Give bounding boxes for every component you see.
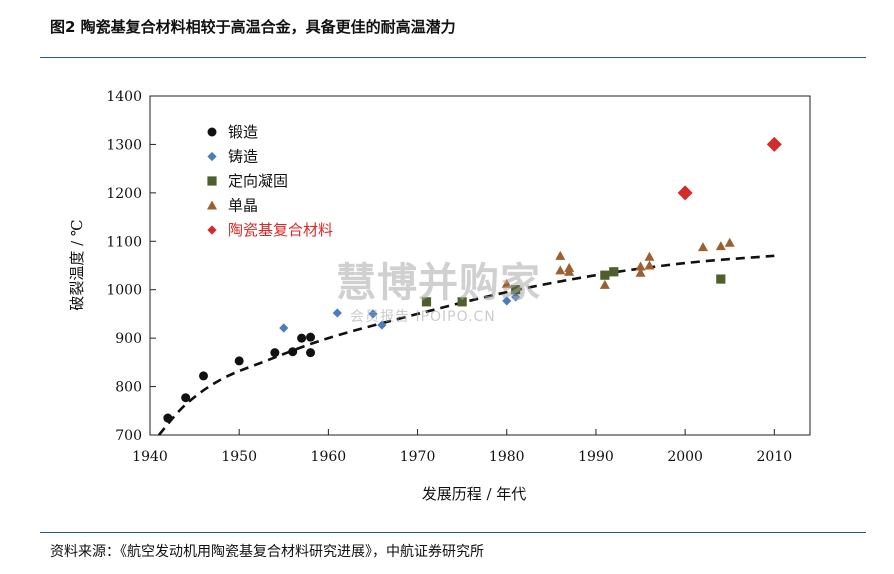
data-point	[181, 393, 191, 403]
source-note: 资料来源：《航空发动机用陶瓷基复合材料研究进展》，中航证券研究所	[50, 544, 484, 560]
data-point	[306, 332, 316, 342]
data-point	[306, 348, 316, 358]
data-point	[199, 371, 209, 381]
data-point	[609, 267, 619, 277]
data-point	[279, 323, 289, 333]
data-point	[715, 241, 726, 251]
data-point	[677, 185, 693, 201]
data-point	[163, 413, 173, 423]
data-point	[288, 347, 298, 357]
legend-label: 单晶	[228, 197, 258, 215]
figure-title: 图2 陶瓷基复合材料相较于高温合金，具备更佳的耐高温潜力	[50, 18, 456, 36]
data-point	[332, 308, 342, 318]
data-point	[644, 260, 655, 270]
x-tick-label: 1970	[400, 449, 436, 465]
y-tick-label: 1200	[106, 186, 142, 202]
legend-label: 锻造	[228, 123, 258, 141]
data-point	[511, 285, 521, 295]
y-tick-label: 1300	[106, 137, 142, 153]
data-point	[501, 278, 512, 288]
data-point	[600, 270, 610, 280]
data-point	[697, 242, 708, 252]
y-tick-label: 700	[115, 428, 142, 444]
legend-marker	[207, 151, 217, 162]
data-point	[635, 261, 646, 271]
y-tick-label: 800	[115, 380, 142, 396]
data-point	[457, 297, 467, 307]
y-axis-ticks: 700 800 900 1000 1100 1200 1300 1400	[106, 89, 156, 444]
data-point	[502, 296, 512, 306]
data-point	[555, 250, 566, 260]
data-point	[297, 333, 307, 343]
y-tick-label: 1400	[106, 89, 142, 105]
y-axis-label: 破裂温度 / ℃	[68, 219, 86, 310]
top-divider	[40, 57, 866, 58]
watermark: 慧博并购家	[336, 260, 541, 306]
legend-marker	[207, 176, 217, 186]
data-point	[564, 266, 575, 276]
data-point	[421, 297, 432, 307]
plot-frame	[149, 95, 811, 436]
data-point	[555, 265, 566, 275]
data-point	[377, 320, 387, 330]
y-tick-label: 1000	[106, 283, 142, 299]
data-point	[724, 237, 735, 247]
x-tick-label: 1990	[578, 449, 614, 465]
data-point	[716, 274, 726, 284]
data-point	[644, 251, 655, 261]
watermark-subtext: 会员报告 IPOIPO.CN	[350, 309, 496, 325]
data-point	[635, 267, 646, 277]
x-tick-label: 1940	[132, 449, 168, 465]
x-tick-label: 1980	[489, 449, 525, 465]
x-tick-label: 1950	[221, 449, 257, 465]
legend-marker	[207, 127, 217, 137]
x-tick-label: 1960	[311, 449, 347, 465]
x-tick-label: 2000	[667, 449, 703, 465]
x-axis-label: 发展历程 / 年代	[422, 485, 527, 503]
data-points	[163, 136, 782, 423]
legend-label: 铸造	[228, 148, 258, 166]
y-tick-label: 900	[115, 331, 142, 347]
data-point	[511, 292, 521, 302]
data-point	[368, 309, 378, 319]
data-point	[234, 356, 244, 366]
bottom-divider	[40, 532, 866, 533]
legend-marker	[207, 225, 217, 235]
y-tick-label: 1100	[106, 234, 142, 250]
x-tick-label: 2010	[757, 449, 793, 465]
legend-label: 陶瓷基复合材料	[228, 221, 333, 239]
x-axis-ticks: 1940 1950 1960 1970 1980 1990 2000 2010	[132, 429, 792, 465]
data-point	[599, 279, 610, 289]
legend-marker	[207, 200, 217, 210]
data-point	[766, 136, 782, 152]
data-point	[270, 348, 280, 358]
legend-label: 定向凝固	[228, 172, 288, 190]
